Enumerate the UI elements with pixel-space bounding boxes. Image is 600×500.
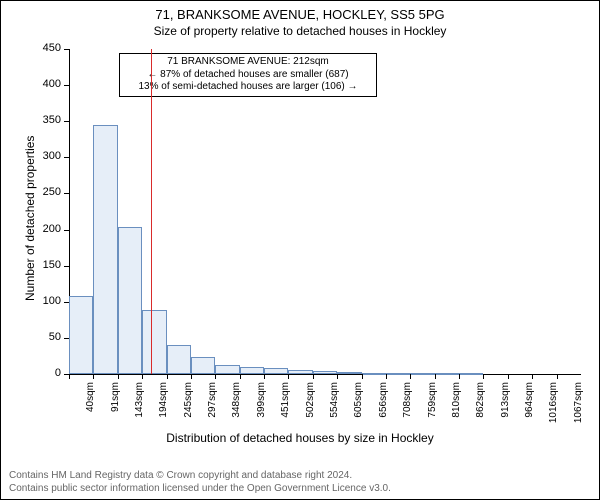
x-tick-label: 348sqm bbox=[231, 382, 242, 432]
x-tick-label: 245sqm bbox=[183, 382, 194, 432]
histogram-bar bbox=[240, 367, 264, 374]
histogram-bar bbox=[264, 368, 288, 374]
footer-attribution: Contains HM Land Registry data © Crown c… bbox=[9, 469, 391, 495]
x-tick-label: 40sqm bbox=[85, 382, 96, 432]
x-tick-mark bbox=[167, 374, 168, 379]
y-tick-mark bbox=[64, 121, 69, 122]
y-tick-label: 300 bbox=[31, 150, 61, 162]
y-tick-label: 250 bbox=[31, 186, 61, 198]
histogram-bar bbox=[288, 370, 312, 374]
x-tick-label: 91sqm bbox=[110, 382, 121, 432]
footer-line-1: Contains HM Land Registry data © Crown c… bbox=[9, 469, 391, 482]
x-tick-mark bbox=[288, 374, 289, 379]
x-tick-label: 964sqm bbox=[524, 382, 535, 432]
x-tick-mark bbox=[240, 374, 241, 379]
x-tick-mark bbox=[69, 374, 70, 379]
x-tick-label: 913sqm bbox=[500, 382, 511, 432]
histogram-bar bbox=[313, 371, 337, 374]
y-tick-label: 0 bbox=[31, 367, 61, 379]
histogram-bar bbox=[191, 357, 215, 374]
x-tick-mark bbox=[142, 374, 143, 379]
x-tick-label: 656sqm bbox=[378, 382, 389, 432]
page-subtitle: Size of property relative to detached ho… bbox=[1, 24, 599, 38]
histogram-bar bbox=[410, 373, 434, 375]
x-tick-mark bbox=[435, 374, 436, 379]
x-tick-label: 502sqm bbox=[305, 382, 316, 432]
x-tick-mark bbox=[508, 374, 509, 379]
x-tick-label: 810sqm bbox=[451, 382, 462, 432]
histogram-bar bbox=[362, 373, 386, 375]
x-tick-label: 708sqm bbox=[402, 382, 413, 432]
x-tick-mark bbox=[313, 374, 314, 379]
marker-line bbox=[151, 49, 152, 374]
x-tick-label: 605sqm bbox=[353, 382, 364, 432]
y-tick-mark bbox=[64, 157, 69, 158]
histogram-bar bbox=[459, 373, 483, 375]
x-tick-label: 297sqm bbox=[207, 382, 218, 432]
x-tick-label: 554sqm bbox=[329, 382, 340, 432]
x-tick-mark bbox=[362, 374, 363, 379]
x-tick-mark bbox=[93, 374, 94, 379]
annotation-box: 71 BRANKSOME AVENUE: 212sqm ← 87% of det… bbox=[119, 53, 377, 97]
y-tick-label: 150 bbox=[31, 259, 61, 271]
x-tick-label: 143sqm bbox=[134, 382, 145, 432]
x-tick-label: 1016sqm bbox=[548, 382, 559, 432]
annotation-line-2: ← 87% of detached houses are smaller (68… bbox=[124, 69, 372, 82]
y-tick-mark bbox=[64, 193, 69, 194]
page: 71, BRANKSOME AVENUE, HOCKLEY, SS5 5PG S… bbox=[0, 0, 600, 500]
page-title: 71, BRANKSOME AVENUE, HOCKLEY, SS5 5PG bbox=[1, 7, 599, 22]
x-tick-mark bbox=[118, 374, 119, 379]
y-tick-label: 100 bbox=[31, 295, 61, 307]
x-tick-mark bbox=[264, 374, 265, 379]
histogram-bar bbox=[142, 310, 166, 374]
y-tick-mark bbox=[64, 230, 69, 231]
x-tick-label: 399sqm bbox=[256, 382, 267, 432]
x-tick-mark bbox=[557, 374, 558, 379]
x-tick-mark bbox=[191, 374, 192, 379]
x-axis-label: Distribution of detached houses by size … bbox=[1, 431, 599, 445]
footer-line-2: Contains public sector information licen… bbox=[9, 482, 391, 495]
x-tick-label: 862sqm bbox=[475, 382, 486, 432]
x-tick-label: 451sqm bbox=[280, 382, 291, 432]
histogram-bar bbox=[118, 227, 142, 374]
annotation-line-3: 13% of semi-detached houses are larger (… bbox=[124, 81, 372, 94]
x-tick-mark bbox=[337, 374, 338, 379]
y-tick-label: 200 bbox=[31, 223, 61, 235]
x-tick-mark bbox=[215, 374, 216, 379]
y-tick-mark bbox=[64, 266, 69, 267]
x-tick-mark bbox=[410, 374, 411, 379]
x-tick-label: 759sqm bbox=[427, 382, 438, 432]
x-tick-mark bbox=[483, 374, 484, 379]
x-tick-label: 194sqm bbox=[158, 382, 169, 432]
x-tick-label: 1067sqm bbox=[573, 382, 584, 432]
y-tick-mark bbox=[64, 49, 69, 50]
x-axis-line bbox=[69, 374, 581, 375]
x-tick-mark bbox=[532, 374, 533, 379]
y-tick-mark bbox=[64, 85, 69, 86]
histogram-bar bbox=[69, 296, 93, 374]
y-tick-label: 400 bbox=[31, 78, 61, 90]
histogram-bar bbox=[386, 373, 410, 375]
y-tick-label: 350 bbox=[31, 114, 61, 126]
y-tick-label: 50 bbox=[31, 331, 61, 343]
annotation-line-1: 71 BRANKSOME AVENUE: 212sqm bbox=[124, 56, 372, 69]
y-tick-label: 450 bbox=[31, 42, 61, 54]
histogram-bar bbox=[167, 345, 191, 374]
histogram-bar bbox=[93, 125, 117, 374]
x-tick-mark bbox=[386, 374, 387, 379]
histogram-bar bbox=[337, 372, 361, 374]
histogram-bar bbox=[215, 365, 239, 374]
x-tick-mark bbox=[459, 374, 460, 379]
histogram-bar bbox=[435, 373, 459, 375]
